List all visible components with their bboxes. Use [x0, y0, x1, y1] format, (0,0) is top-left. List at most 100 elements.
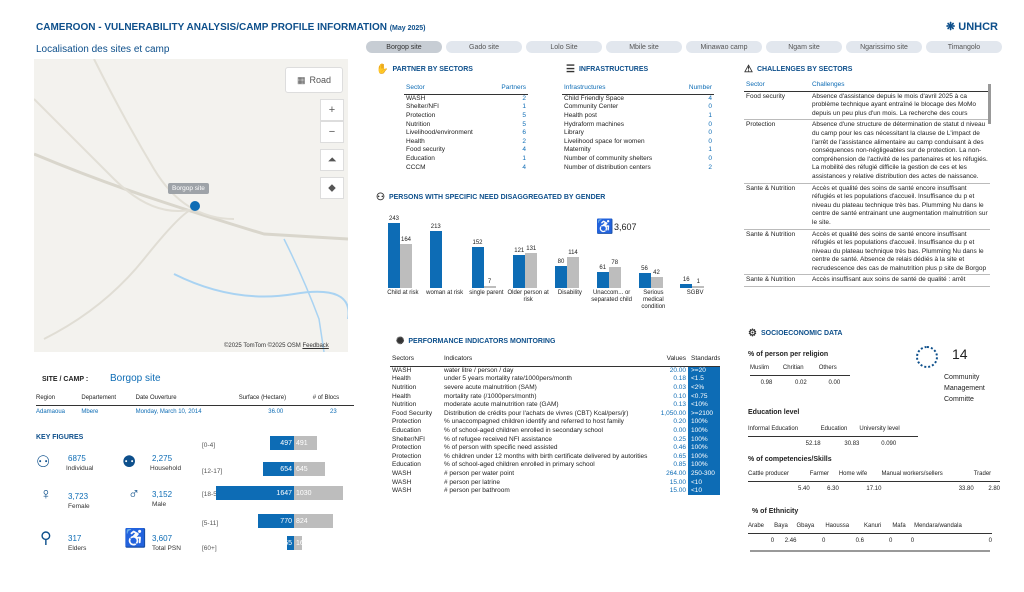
- psn-bar-label: 42: [653, 269, 660, 276]
- pyramid-bar-male: 770: [257, 514, 294, 528]
- infra-cell-value: 0: [708, 137, 712, 145]
- ethnicity-scrollbar[interactable]: [750, 550, 990, 552]
- eth-hdr-3: Haoussa: [825, 523, 850, 530]
- kf-psn-value: 3,607: [152, 534, 173, 543]
- tab-timangolo[interactable]: Timangolo: [926, 41, 1002, 53]
- key-figures-title: KEY FIGURES: [36, 434, 84, 441]
- household-icon: ⚉: [122, 454, 137, 471]
- perf-cell-sector: WASH: [392, 367, 412, 375]
- infra-hdr-number: Number: [679, 82, 714, 95]
- partner-row: Livelihood/environment 6: [404, 128, 528, 137]
- perf-cell-sector: WASH: [392, 469, 412, 477]
- psn-x-label: single parent: [469, 290, 504, 296]
- tab-gado[interactable]: Gado site: [446, 41, 522, 53]
- tab-borgop[interactable]: Borgop site: [366, 41, 442, 53]
- compass-icon: ⬥: [328, 181, 336, 194]
- tab-mbile[interactable]: Mbile site: [606, 41, 682, 53]
- zoom-out-button[interactable]: −: [320, 121, 344, 143]
- infra-title: INFRASTRUCTURES: [578, 66, 649, 73]
- performance-section-header: ✺ PERFORMANCE INDICATORS MONITORING: [396, 336, 555, 347]
- challenge-sector: Protection: [744, 119, 810, 184]
- eth-val-4: 0: [888, 538, 893, 545]
- unhcr-icon: ❋: [946, 21, 956, 33]
- psn-title: PERSONS WITH SPECIFIC NEED DISAGGREGATED…: [388, 194, 606, 201]
- partner-title: PARTNER BY SECTORS: [392, 66, 473, 73]
- religion-table: Muslim Chritian Others 0.98 0.02 0.00: [750, 362, 850, 391]
- psn-bar: [555, 266, 567, 288]
- warning-icon: ⚠: [744, 64, 753, 75]
- skill-hdr-4: Trader: [973, 471, 992, 478]
- infra-cell-name: Maternity: [564, 146, 591, 154]
- perf-row: Nutrition moderate acute malnutrition rat…: [390, 400, 720, 409]
- zoom-in-button[interactable]: +: [320, 99, 344, 121]
- pyramid-bar-female: 645: [294, 462, 325, 476]
- partner-section-header: ✋ PARTNER BY SECTORS: [376, 64, 473, 75]
- credits-text: ©2025 TomTom ©2025 OSM: [224, 343, 301, 349]
- challenges-scrollbar[interactable]: [988, 84, 991, 124]
- rel-val-1: 0.02: [795, 380, 807, 387]
- eth-hdr-5: Mafa: [892, 523, 906, 530]
- skills-table: Cattle producer Farmer Home wife Manual wor…: [748, 468, 1000, 497]
- map-credits: ©2025 TomTom ©2025 OSM Feedback: [224, 343, 329, 349]
- site-marker[interactable]: [190, 201, 200, 211]
- perf-cell-indicator: moderate acute malnutrition rate (GAM): [444, 401, 559, 409]
- perf-cell-value: 15.00: [669, 478, 686, 486]
- site-label: SITE / CAMP :: [42, 376, 89, 383]
- partner-row: CCCM 4: [404, 163, 528, 172]
- perf-cell-standard: <2%: [688, 383, 720, 392]
- road-toggle-button[interactable]: ▦ Road: [285, 67, 343, 93]
- psn-bar: [650, 276, 663, 288]
- perf-cell-indicator: under 5 years mortality rate/1000pers/mo…: [444, 375, 572, 383]
- pyramid-bar-female: 824: [294, 514, 334, 528]
- challenge-sector: Sante & Nutrition: [744, 229, 810, 276]
- page-title: CAMEROON - VULNERABILITY ANALYSIS/CAMP P…: [36, 22, 426, 33]
- handshake-icon: ✋: [376, 64, 389, 75]
- challenge-row: Sante & Nutrition Accès et qualité des so…: [744, 183, 990, 230]
- committee-label: Community Management Committe: [944, 374, 985, 403]
- challenge-sector: Food security: [744, 91, 810, 121]
- tab-ngarissimo[interactable]: Ngarissimo site: [846, 41, 922, 53]
- perf-cell-indicator: mortality rate (/1000pers/month): [444, 392, 537, 400]
- site-val-blocs: 23: [330, 409, 337, 416]
- feedback-link[interactable]: Feedback: [302, 343, 329, 349]
- perf-row: Nutrition severe acute malnutrition (SAM)…: [390, 383, 720, 392]
- infra-cell-value: 0: [708, 129, 712, 137]
- challenges-section-header: ⚠ CHALLENGES BY SECTORS: [744, 64, 852, 75]
- socio-section-header: ⚙ SOCIOECONOMIC DATA: [748, 328, 842, 339]
- perf-cell-value: 0.85: [673, 461, 686, 469]
- perf-cell-standard: <0.75: [688, 391, 720, 401]
- perf-cell-indicator: Distribution de crédits pour l'achats de…: [444, 409, 629, 417]
- challenge-row: Sante & Nutrition Accès et qualité des so…: [744, 229, 990, 276]
- infra-cell-name: Child Friendly Space: [564, 95, 624, 103]
- site-map[interactable]: ▦ Road + − ⏶ ⬥ Borgop site ©2025 TomTom ©…: [34, 59, 348, 352]
- tilt-button[interactable]: ⏶: [320, 149, 344, 171]
- perf-cell-indicator: # person per latrine: [444, 478, 501, 486]
- pyramid-bar-male: 155: [280, 536, 294, 550]
- tab-ngam[interactable]: Ngam site: [766, 41, 842, 53]
- edu-hdr-1: Education: [820, 426, 848, 433]
- perf-cell-sector: Nutrition: [392, 401, 417, 409]
- perf-cell-value: 0.25: [673, 435, 686, 443]
- perf-row: WASH # person per latrine 15.00 <10: [390, 477, 720, 487]
- perf-cell-sector: Protection: [392, 444, 422, 452]
- partner-cell-value: 2: [522, 95, 526, 103]
- chal-hdr-challenges: Challenges: [810, 80, 990, 92]
- partner-cell-name: Protection: [406, 111, 436, 119]
- perf-cell-standard: 100%: [688, 443, 720, 452]
- compass-button[interactable]: ⬥: [320, 177, 344, 199]
- site-val-region: Adamaoua: [36, 409, 66, 416]
- pyramid-bar-male: 654: [263, 462, 294, 476]
- psn-bar: [596, 271, 609, 288]
- kf-female-value: 3,723: [68, 492, 89, 501]
- perf-cell-indicator: # person per bathroom: [444, 487, 510, 495]
- wheelchair-icon: ♿: [124, 528, 147, 548]
- infra-cell-name: Hydraform machines: [564, 120, 624, 128]
- perf-row: Protection % of person with specific need…: [390, 443, 720, 452]
- perf-row: Shelter/NFI % of refugee received NFI ass…: [390, 434, 720, 444]
- tab-minawao[interactable]: Minawao camp: [686, 41, 762, 53]
- gauge-icon: ✺: [396, 336, 405, 347]
- tab-lolo[interactable]: Lolo Site: [526, 41, 602, 53]
- perf-cell-sector: Protection: [392, 452, 422, 460]
- challenges-scroll-area[interactable]: Sector Challenges Food security Absence d'…: [744, 80, 990, 302]
- infra-row: Health post 1: [562, 111, 714, 120]
